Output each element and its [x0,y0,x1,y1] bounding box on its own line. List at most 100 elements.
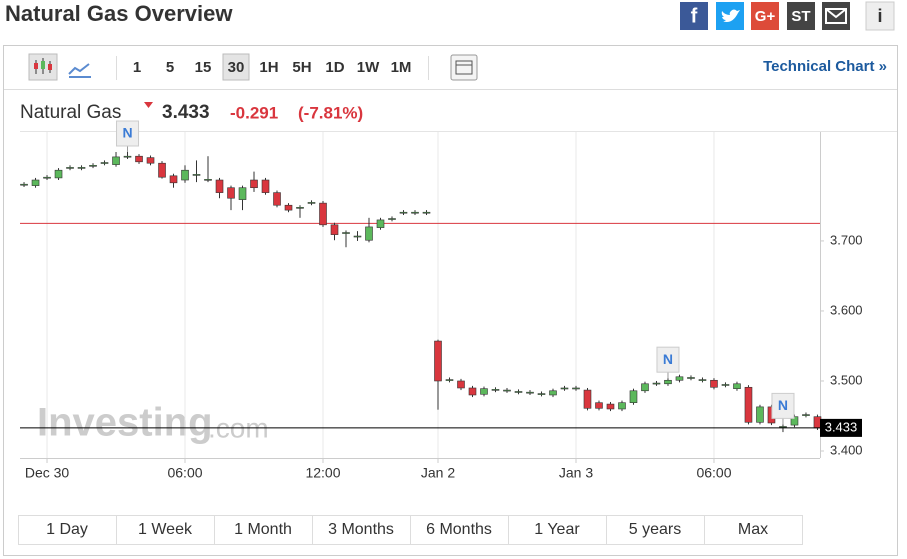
settings-glyph [455,60,473,75]
candle-body [123,155,132,158]
annotation-box[interactable] [771,392,795,419]
candle-body [284,204,293,211]
range-label: 5 years [629,521,681,538]
interval-button[interactable]: 1 [133,59,141,76]
candle-body [307,202,316,204]
candle-body [422,211,431,214]
range-button[interactable] [704,515,803,545]
google-glyph: G+ [755,8,776,25]
range-label: 1 Month [234,521,292,538]
interval-button[interactable]: 1H [259,59,278,76]
candle-body [342,232,350,234]
candle-body [77,167,86,169]
range-button[interactable] [312,515,411,545]
interval-selected [222,53,250,81]
candle-body [675,376,684,381]
x-tick-label: 06:00 [167,465,202,481]
y-tick-label: 3.400 [830,442,863,457]
line-chart-button[interactable] [68,63,91,78]
candle-body [526,391,534,394]
annotation-box[interactable] [656,346,680,373]
x-tick-label: 12:00 [305,465,340,481]
candle-body [353,235,362,238]
annotation-label: N [122,125,132,141]
interval-button[interactable]: 1M [391,59,412,76]
down-arrow [144,102,153,108]
candle-body [652,382,661,385]
x-tick-label: Jan 3 [559,465,593,481]
last-price-tag [820,418,862,437]
google-icon[interactable] [751,2,779,30]
technical-chart-link[interactable]: Technical Chart » [763,58,887,75]
candle-body [89,165,97,167]
last-price-tag-label: 3.433 [825,419,858,434]
stocktwits-icon[interactable] [787,2,815,30]
candle-body [457,380,465,389]
page-title: Natural Gas Overview [5,1,233,26]
range-button[interactable] [18,515,117,545]
instrument-name: Natural Gas [20,102,121,123]
candle-body [779,426,787,428]
candle-body [491,389,500,391]
settings-button[interactable] [450,54,478,81]
candle-body [261,179,270,193]
candle-body [583,389,592,409]
candle-body [135,155,143,163]
email-glyph [825,8,847,24]
candle-body [537,393,546,395]
range-label: 3 Months [328,521,394,538]
x-tick-label: Dec 30 [25,465,70,481]
interval-button[interactable]: 30 [228,59,245,76]
annotation-label: N [778,397,788,413]
range-label: 6 Months [426,521,492,538]
x-tick-label: 06:00 [696,465,731,481]
candle-body [733,383,741,389]
candle-body [238,187,247,200]
candle-body [158,162,166,178]
annotation-box[interactable] [116,120,140,147]
range-button[interactable] [606,515,705,545]
interval-button[interactable]: 5H [292,59,311,76]
candle-body [756,406,764,423]
y-tick-label: 3.600 [830,302,863,317]
candle-body [721,384,730,386]
candle-body [664,379,672,385]
range-button[interactable] [214,515,313,545]
range-button[interactable] [116,515,215,545]
candle-glyph [48,64,52,70]
candle-body [100,162,109,164]
candle-body [365,226,373,241]
candle-body [549,390,557,396]
interval-button[interactable]: 1D [325,59,344,76]
candle-glyph [41,61,45,69]
range-label: Max [738,521,768,538]
interval-button[interactable]: 1W [357,59,380,76]
candle-body [204,179,212,181]
candle-body [146,157,155,164]
candle-body [503,389,511,392]
candle-body [445,379,454,381]
interval-button[interactable]: 5 [166,59,174,76]
info-icon[interactable] [865,1,895,31]
info-glyph: i [877,6,882,26]
interval-button[interactable]: 15 [195,59,212,76]
candle-body [296,207,304,209]
candle-body [399,211,408,214]
candle-body [813,416,822,429]
candle-glyph [34,63,38,69]
candle-body [227,187,235,199]
facebook-icon[interactable] [680,2,708,30]
candle-body [169,175,178,184]
candle-body [629,390,638,403]
candle-body [112,156,120,165]
candle-body [66,167,74,169]
candle-body [480,388,488,395]
candle-body [319,202,327,226]
chart-frame [3,45,898,556]
candle-body [595,402,603,409]
annotation-label: N [663,351,673,367]
y-tick-label: 3.500 [830,372,863,387]
price-change: -0.291 [230,103,278,122]
candle-body [687,377,695,379]
